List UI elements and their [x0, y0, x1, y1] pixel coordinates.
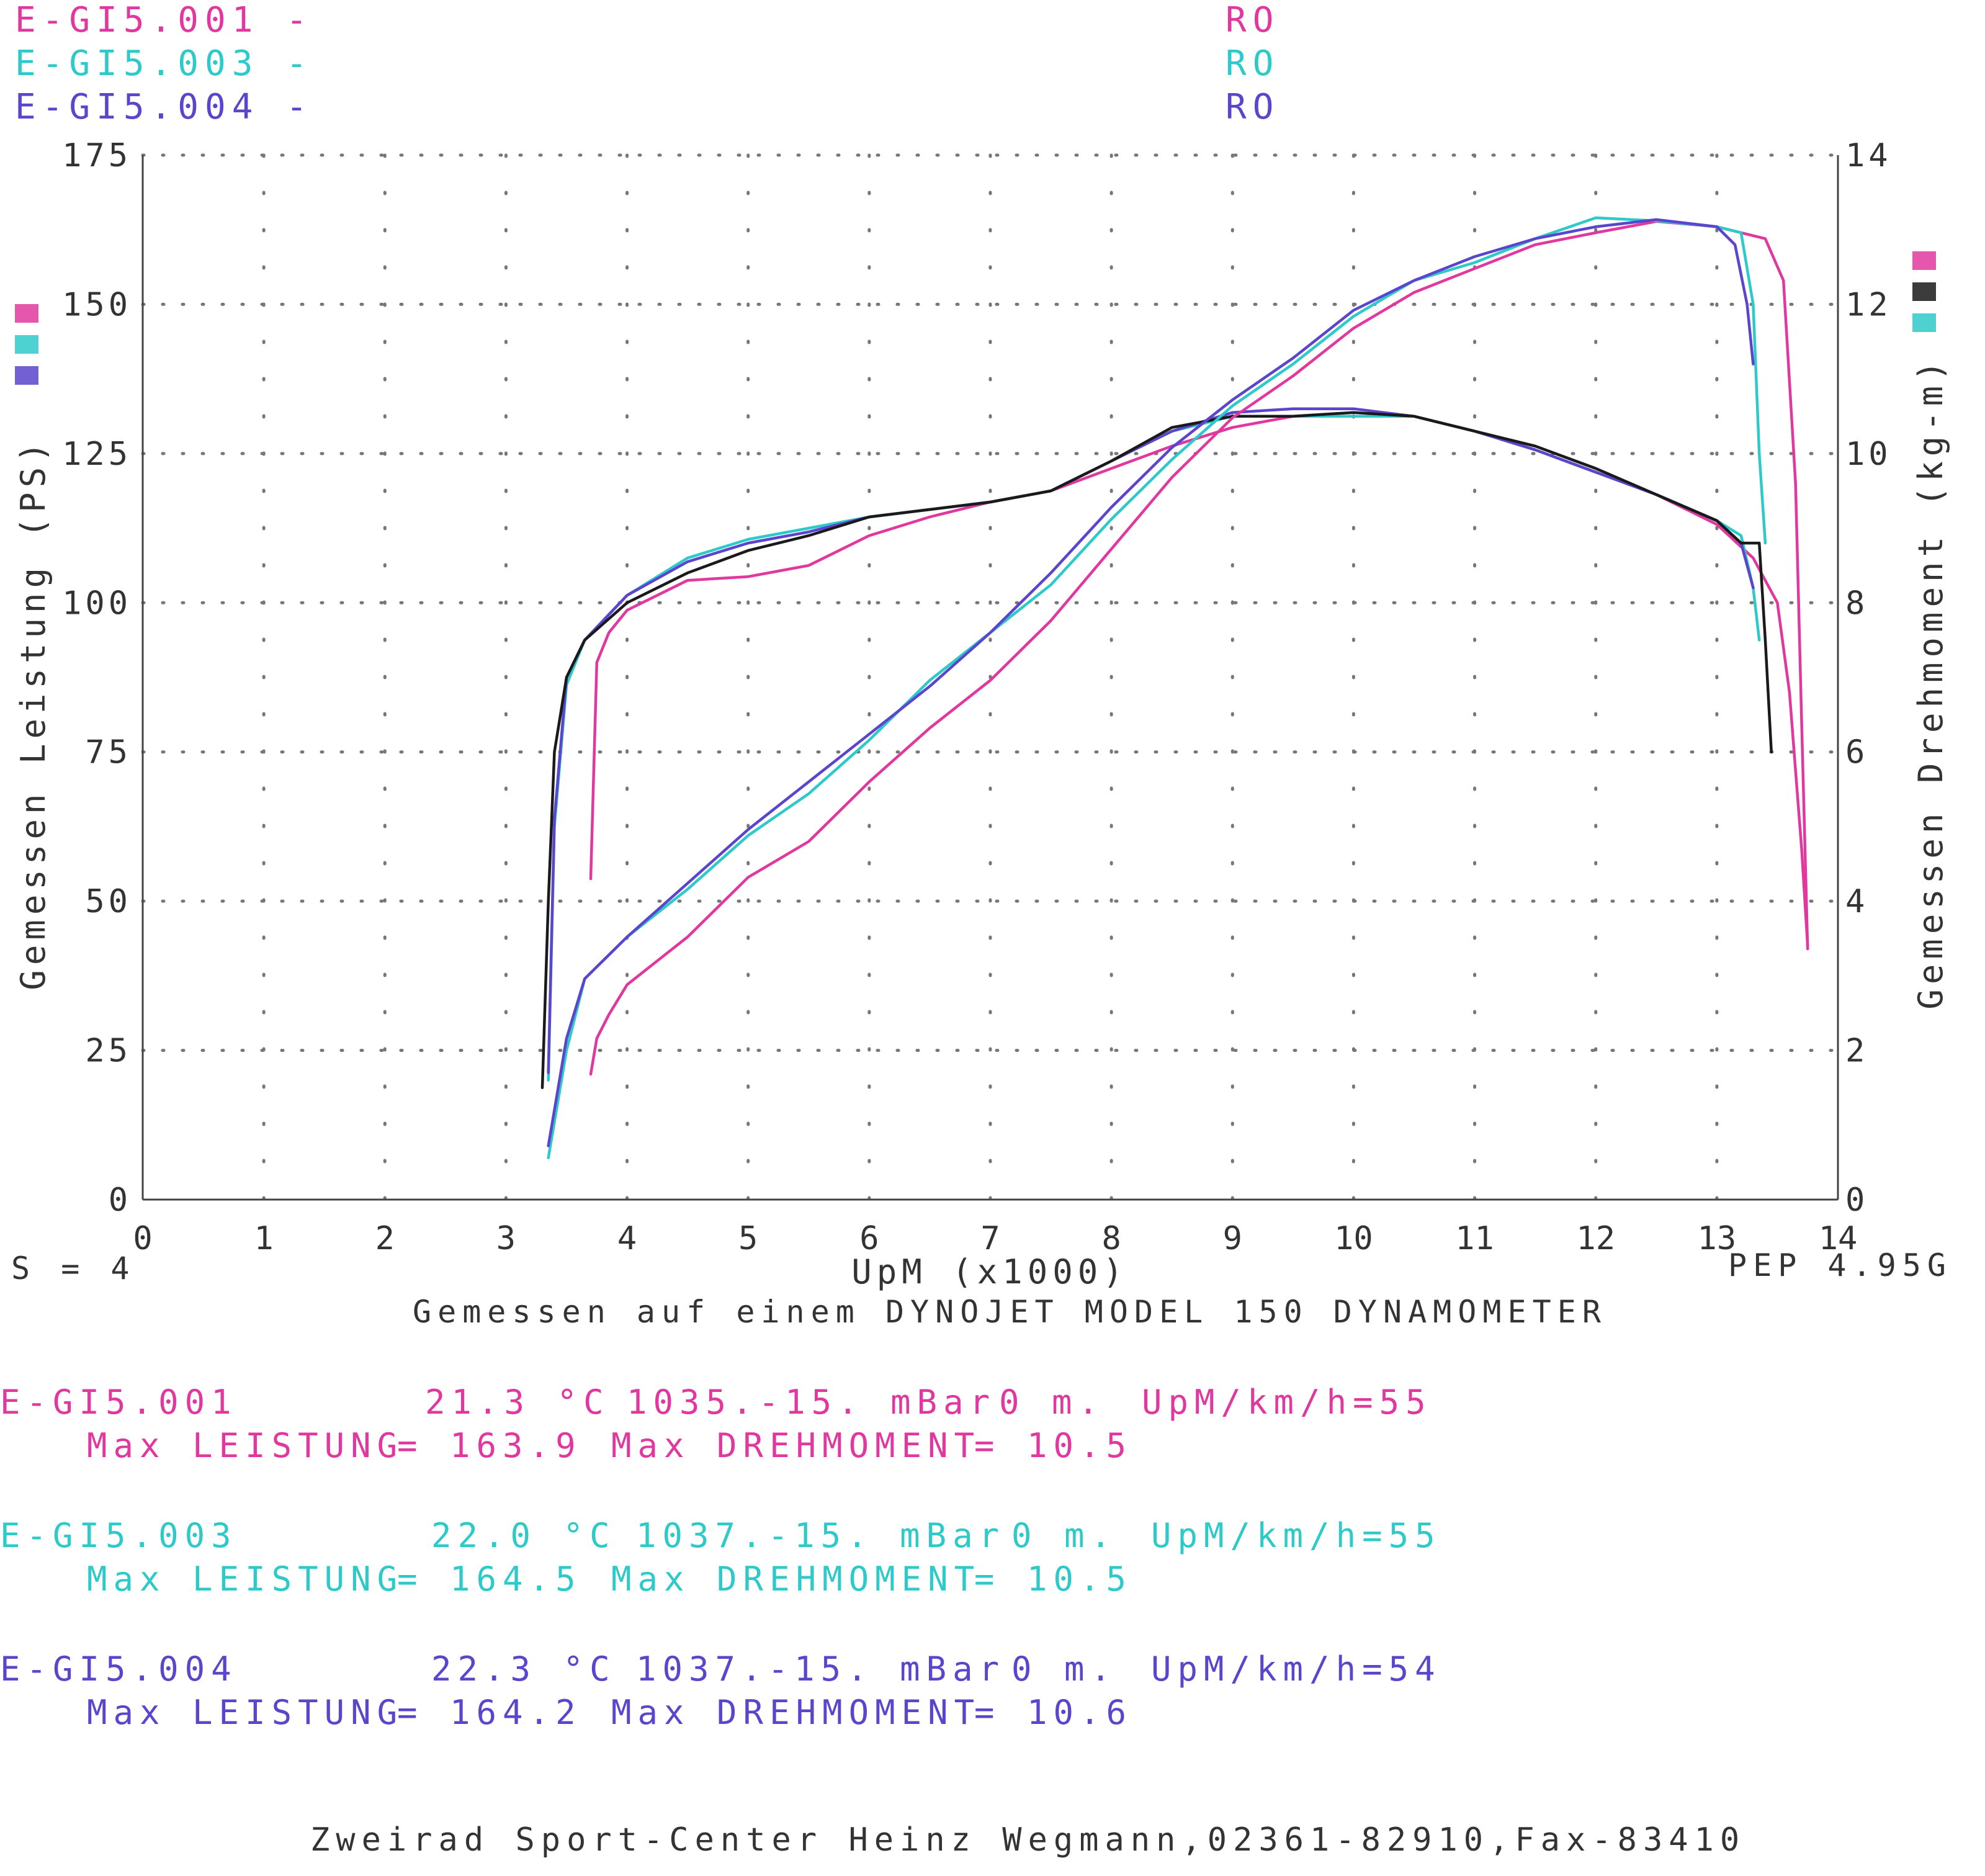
x-tick-label: 1 — [254, 1220, 273, 1257]
y-tick-label: 0 — [109, 1182, 132, 1219]
torque-series-line — [547, 415, 1761, 1082]
legend-name: E-GI5.001 — [15, 0, 259, 40]
run-temp: 21.3 °C — [425, 1383, 610, 1422]
max-torque-value: = 10.5 — [974, 1426, 1133, 1465]
axes — [141, 155, 1839, 1201]
y-tick-label: 100 — [62, 585, 132, 622]
torque-series-line — [540, 411, 1773, 1089]
run-pressure: 1037.-15. mBar — [636, 1649, 1006, 1689]
y2-tick-label: 10 — [1845, 436, 1892, 473]
y-tick-label: 50 — [85, 883, 132, 920]
max-torque-label: Max DREHMOMENT — [611, 1426, 981, 1465]
y-tick-label: 25 — [85, 1033, 132, 1070]
x-tick-label: 3 — [496, 1220, 516, 1257]
legend-row-1: E-GI5.001 - — [15, 0, 313, 40]
legend-ro-2: RO — [1226, 43, 1280, 84]
version-label: PEP 4.95G — [1728, 1247, 1952, 1283]
legend-row-2: E-GI5.003 - — [15, 43, 313, 84]
dyno-note: Gemessen auf einem DYNOJET MODEL 150 DYN… — [413, 1294, 1607, 1330]
y2-tick-label: 8 — [1845, 585, 1868, 622]
right-color-marker — [1912, 313, 1936, 332]
x-tick-label: 0 — [133, 1220, 152, 1257]
left-color-marker — [15, 304, 38, 323]
run-altitude: 0 m. — [1011, 1649, 1118, 1689]
x-tick-label: 14 — [1819, 1220, 1858, 1257]
x-tick-label: 8 — [1101, 1220, 1121, 1257]
run-name: E-GI5.001 — [0, 1383, 238, 1422]
x-tick-label: 4 — [617, 1220, 637, 1257]
torque-series-line — [589, 415, 1809, 948]
y2-tick-label: 14 — [1845, 137, 1892, 174]
legend-row-3: E-GI5.004 - — [15, 87, 313, 127]
left-color-marker — [15, 366, 38, 385]
max-power-label: Max LEISTUNG — [87, 1693, 404, 1732]
right-color-marker — [1912, 282, 1936, 301]
run-name: E-GI5.003 — [0, 1516, 238, 1555]
x-tick-label: 7 — [980, 1220, 1000, 1257]
x-tick-label: 6 — [859, 1220, 879, 1257]
series-lines — [540, 216, 1809, 1159]
right-color-marker — [1912, 251, 1936, 270]
x-tick-label: 12 — [1576, 1220, 1615, 1257]
y2-tick-label: 2 — [1845, 1033, 1868, 1070]
legend-ro-1: RO — [1226, 0, 1280, 40]
y-axis-label: Gemessen Leistung (PS) — [14, 437, 53, 990]
legend-ro-3: RO — [1226, 87, 1280, 127]
max-power-value: = 164.5 — [397, 1560, 582, 1599]
power-series-line — [547, 216, 1767, 1159]
y2-tick-label: 12 — [1845, 286, 1892, 323]
max-torque-label: Max DREHMOMENT — [611, 1560, 981, 1599]
run-ratio: UpM/km/h=54 — [1151, 1649, 1441, 1689]
x-tick-label: 11 — [1455, 1220, 1494, 1257]
legend-dash: - — [286, 87, 313, 127]
x-tick-label: 10 — [1334, 1220, 1373, 1257]
run-altitude: 0 m. — [999, 1383, 1105, 1422]
run-ratio: UpM/km/h=55 — [1151, 1516, 1441, 1555]
y2-tick-label: 4 — [1845, 883, 1868, 920]
run-temp: 22.0 °C — [431, 1516, 616, 1555]
x-tick-label: 13 — [1698, 1220, 1737, 1257]
power-series-line — [547, 218, 1755, 1147]
max-power-value: = 164.2 — [397, 1693, 582, 1732]
max-power-label: Max LEISTUNG — [87, 1560, 404, 1599]
run-pressure: 1035.-15. mBar — [627, 1383, 997, 1422]
y-tick-label: 150 — [62, 286, 132, 323]
max-power-value: = 163.9 — [397, 1426, 582, 1465]
smoothing-label: S = 4 — [11, 1250, 136, 1286]
color-markers — [15, 251, 1936, 385]
power-series-line — [589, 220, 1809, 1076]
legend-name: E-GI5.004 — [15, 87, 259, 127]
max-torque-value: = 10.6 — [974, 1693, 1133, 1732]
y2-tick-label: 6 — [1845, 734, 1868, 771]
y-tick-label: 175 — [62, 137, 132, 174]
run-temp: 22.3 °C — [431, 1649, 616, 1689]
y-tick-label: 75 — [85, 734, 132, 771]
y2-axis-label: Gemessen Drehmoment (kg-m) — [1911, 356, 1950, 1009]
y-tick-label: 125 — [62, 436, 132, 473]
max-torque-value: = 10.5 — [974, 1560, 1133, 1599]
legend-name: E-GI5.003 — [15, 43, 259, 84]
max-power-label: Max LEISTUNG — [87, 1426, 404, 1465]
run-pressure: 1037.-15. mBar — [636, 1516, 1006, 1555]
x-axis-label: UpM (x1000) — [851, 1252, 1128, 1291]
dyno-chart: 0 1 2 3 4 5 6 7 8 9 10 11 12 13 1402550751001251501750… — [14, 137, 1950, 1291]
run-altitude: 0 m. — [1011, 1516, 1118, 1555]
legend-dash: - — [286, 43, 313, 84]
shop-footer: Zweirad Sport-Center Heinz Wegmann,02361… — [310, 1821, 1746, 1859]
torque-series-line — [547, 407, 1755, 1074]
run-name: E-GI5.004 — [0, 1649, 238, 1689]
x-tick-label: 5 — [738, 1220, 758, 1257]
tick-labels: 0 1 2 3 4 5 6 7 8 9 10 11 12 13 1402550751001251501750… — [62, 137, 1892, 1257]
legend-dash: - — [286, 0, 313, 40]
y2-tick-label: 0 — [1845, 1182, 1868, 1219]
x-tick-label: 2 — [375, 1220, 395, 1257]
grid — [141, 153, 1840, 1201]
x-tick-label: 9 — [1223, 1220, 1242, 1257]
max-torque-label: Max DREHMOMENT — [611, 1693, 981, 1732]
left-color-marker — [15, 335, 38, 354]
run-ratio: UpM/km/h=55 — [1142, 1383, 1432, 1422]
